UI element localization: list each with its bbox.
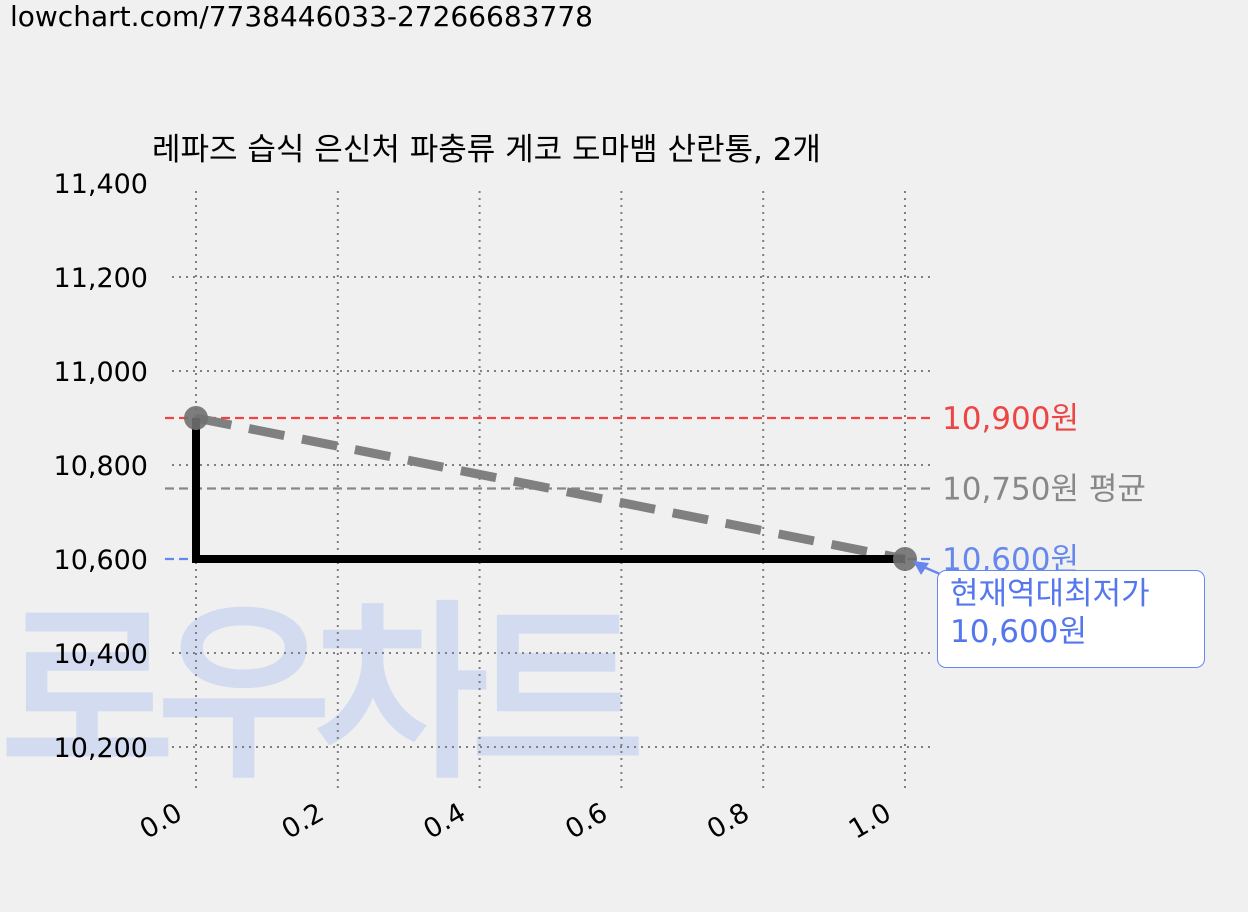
y-tick-label-4: 11,000 [54,357,148,388]
y-tick-label-3: 10,800 [54,451,148,482]
x-tick-label-4: 0.8 [702,797,755,845]
data-point-0 [184,406,208,430]
ref-label-avg: 10,750원 평균 [942,472,1146,508]
chart-title: 레파즈 습식 은신처 파충류 게코 도마뱀 산란통, 2개 [152,132,821,168]
price-step-line [192,418,905,563]
watermark-logo: 로우차트 [0,584,639,805]
data-point-1 [893,547,917,571]
y-tick-label-6: 11,400 [54,169,148,200]
y-tick-label-0: 10,200 [54,733,148,764]
callout-title: 현재역대최저가 [950,576,1150,612]
y-tick-label-5: 11,200 [54,263,148,294]
y-tick-label-1: 10,400 [54,639,148,670]
y-tick-label-2: 10,600 [54,545,148,576]
x-tick-label-5: 1.0 [844,797,897,845]
callout-price: 10,600원 [950,614,1087,650]
lowest-price-callout: 현재역대최저가 10,600원 [937,570,1205,668]
annotation-arrow-head [913,561,929,575]
series-lines [184,406,941,576]
trend-line [195,413,906,564]
y-tick-labels: 10,200 10,400 10,600 10,800 11,000 11,200 11,4… [54,169,148,764]
url-text: lowchart.com/7738446033-27266683778 [10,0,593,33]
ref-label-max: 10,900원 [942,401,1079,437]
